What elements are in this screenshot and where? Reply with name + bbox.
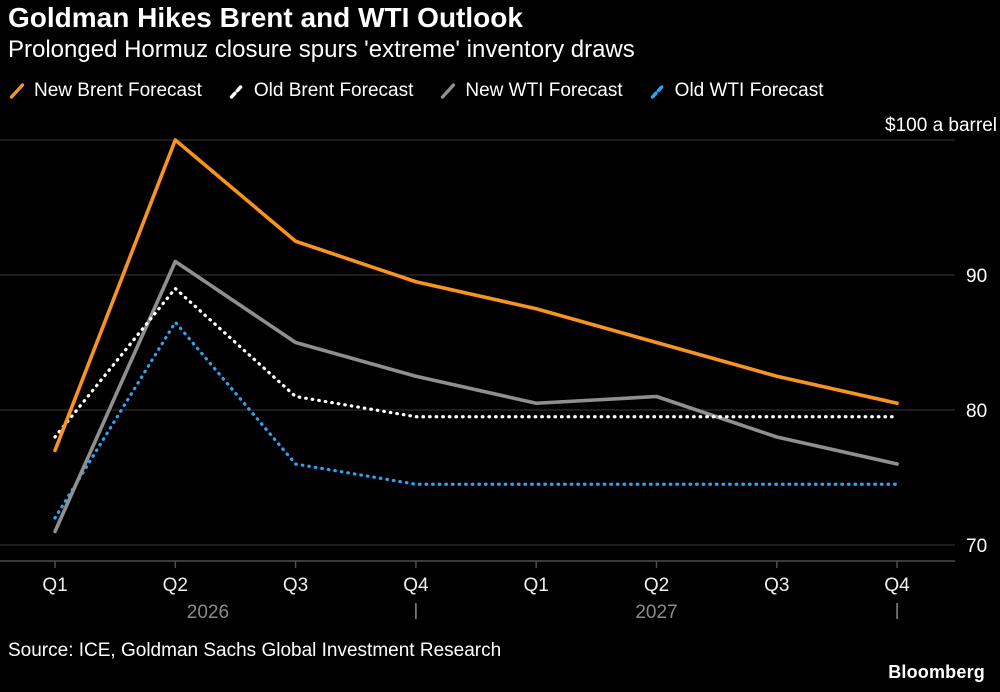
y-axis-label-80: 80 [966, 401, 987, 422]
chart-subtitle: Prolonged Hormuz closure spurs 'extreme'… [8, 36, 635, 63]
y-axis-label-100: $100 a barrel [885, 115, 997, 136]
x-axis-label: Q4 [403, 575, 429, 596]
legend-label: Old WTI Forecast [674, 80, 824, 101]
series-line-new-wti-forecast [53, 259, 899, 534]
x-axis-label: Q3 [283, 575, 308, 596]
legend-label: New Brent Forecast [34, 80, 202, 101]
legend-slash-icon [441, 83, 456, 99]
chart-title: Goldman Hikes Brent and WTI Outlook [8, 2, 523, 33]
series-line-old-brent-forecast [53, 286, 899, 439]
x-axis-label: Q2 [163, 575, 188, 596]
bloomberg-logo: Bloomberg [888, 662, 985, 682]
series-line-new-brent-forecast [53, 138, 899, 453]
y-axis-label-90: 90 [966, 266, 987, 287]
legend-label: Old Brent Forecast [253, 80, 414, 101]
x-axis-label: Q4 [884, 575, 910, 596]
legend-item-new-brent-forecast: New Brent Forecast [8, 80, 202, 102]
x-axis-label: Q1 [524, 575, 549, 596]
legend: New Brent Forecast Old Brent Forecast New … [8, 80, 824, 102]
legend-label: New WTI Forecast [465, 80, 623, 101]
year-label-2026: 2026 [187, 602, 229, 623]
legend-item-new-wti-forecast: New WTI Forecast [439, 80, 623, 102]
legend-slash-icon [229, 83, 245, 99]
legend-slash-icon [650, 83, 665, 99]
legend-item-old-wti-forecast: Old WTI Forecast [649, 80, 824, 102]
series-line-old-wti-forecast [53, 320, 899, 520]
y-axis-label-70: 70 [966, 536, 987, 557]
year-label-2027: 2027 [635, 602, 677, 623]
x-axis-label: Q1 [42, 575, 67, 596]
x-axis-label: Q3 [764, 575, 789, 596]
legend-slash-icon [9, 83, 25, 99]
source-note: Source: ICE, Goldman Sachs Global Invest… [8, 640, 502, 661]
legend-item-old-brent-forecast: Old Brent Forecast [228, 80, 413, 102]
x-axis-label: Q2 [644, 575, 669, 596]
line-chart: 70 80 90 $100 a barrel Q1 Q2 Q3 Q4 Q1 Q2 Q3 Q4 2026 2… [0, 115, 997, 623]
